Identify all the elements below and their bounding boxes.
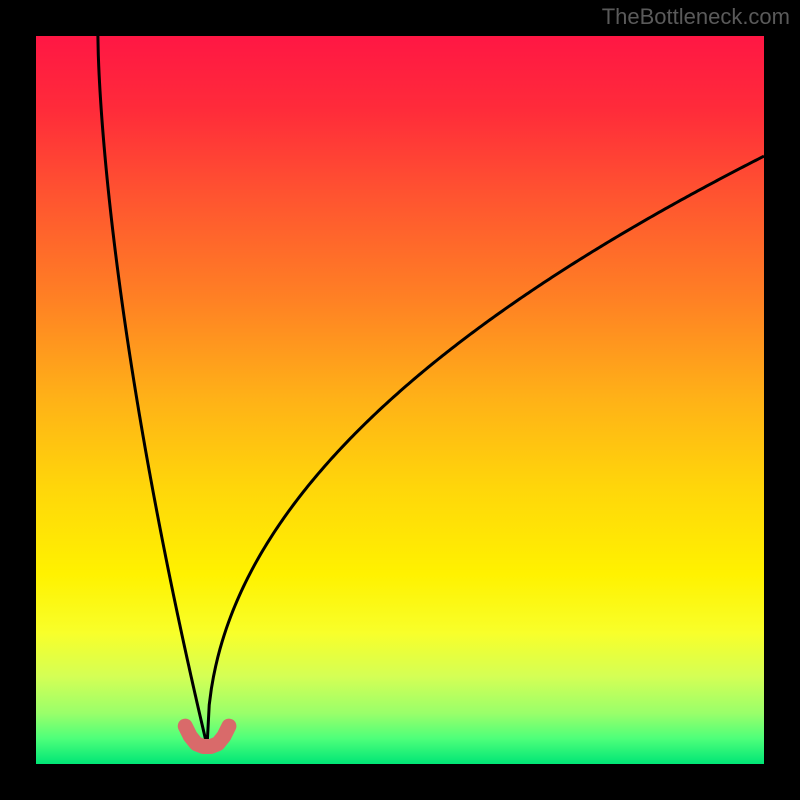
plot-background xyxy=(36,36,764,764)
watermark-text: TheBottleneck.com xyxy=(602,4,790,30)
bottleneck-chart xyxy=(0,0,800,800)
chart-container: TheBottleneck.com xyxy=(0,0,800,800)
